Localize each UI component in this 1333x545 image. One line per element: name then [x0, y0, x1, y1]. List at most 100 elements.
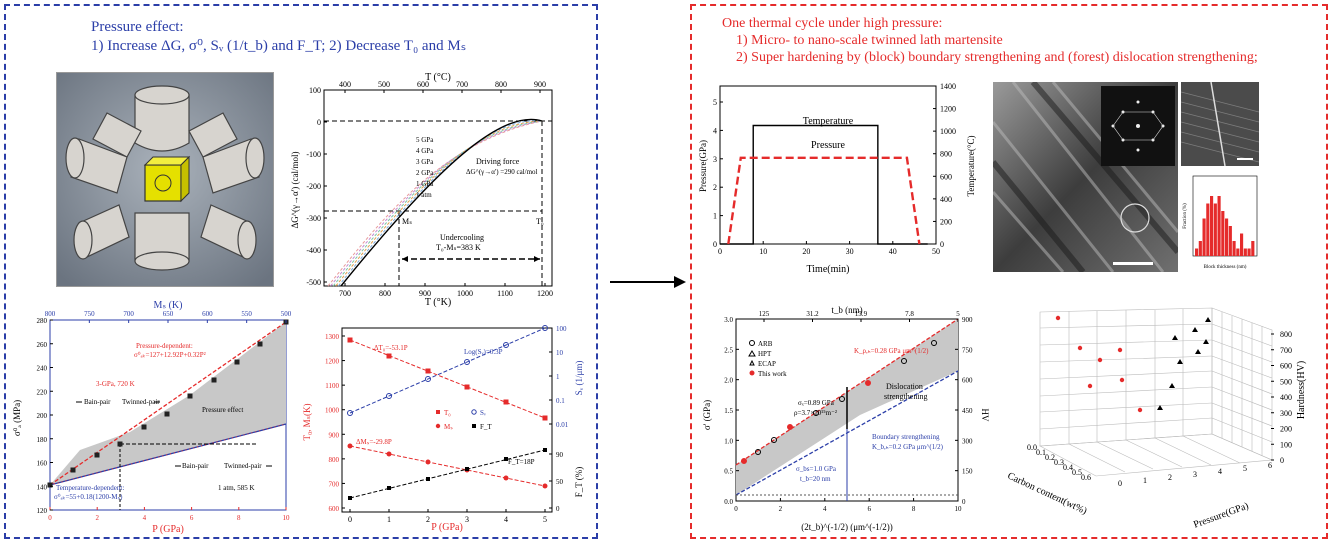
sigma-data-point	[94, 452, 100, 458]
cycle-y-tick-label: 4	[713, 126, 717, 135]
hv-point-this-work	[1055, 315, 1061, 321]
hv-point-this-work	[1087, 383, 1093, 389]
t0-right-axis-title: Sᵥ (1/μm)	[574, 361, 584, 396]
ms-fit-line	[349, 445, 546, 487]
dg-bottom-tick-label: 1100	[497, 289, 513, 298]
hist-bar	[1202, 218, 1206, 256]
hp-y-tick-label: 3.0	[724, 316, 733, 324]
hist-bar	[1240, 233, 1244, 256]
ft-point	[387, 486, 391, 490]
dg-arrow-right-icon	[534, 256, 540, 262]
hist-bar	[1206, 203, 1210, 256]
sv-point	[464, 359, 470, 365]
t0-point	[347, 337, 353, 343]
t0-ann-dms: ΔMₛ=-29.8P	[356, 438, 392, 446]
sigma-top-tick-label: 800	[45, 310, 56, 318]
hist-bar	[1232, 241, 1236, 256]
cycle-right-tick-label: 1200	[940, 105, 956, 114]
dg-y-tick-label: -500	[306, 278, 321, 287]
dg-series-label: 1 GPa	[416, 180, 434, 188]
t0-right-tick-label: 1	[556, 373, 560, 381]
hv-point-other	[1205, 317, 1211, 322]
hp-right-tick-label: 750	[962, 346, 973, 354]
sigma-y-tick-label: 240	[37, 365, 48, 373]
dg-bottom-tick-label: 700	[339, 289, 351, 298]
dg-top-tick-label: 900	[534, 80, 546, 89]
hp-right-tick-label: 0	[962, 498, 966, 506]
hp-y-tick-label: 1.5	[724, 407, 733, 415]
dg-bottom-tick-label: 800	[379, 289, 391, 298]
sigma-y-tick-label: 120	[37, 507, 48, 515]
hp-right-tick-label: 900	[962, 316, 973, 324]
hist-bar	[1198, 241, 1202, 256]
left-title-line2: 1) Increase ΔG, σ⁰, Sᵥ (1/t_b) and F_T; …	[91, 38, 467, 54]
hv-point-other	[1157, 405, 1163, 410]
hv-point-this-work	[1097, 357, 1103, 363]
hist-bar	[1247, 248, 1251, 256]
hv-y-tick-label: 0.3	[1054, 458, 1064, 467]
sigma-y-tick-label: 220	[37, 388, 48, 396]
t0-ann-ft: F_T=18P	[508, 458, 535, 466]
hp-data-point	[931, 340, 937, 346]
sigma-bottom-axis-title: P (GPa)	[152, 524, 184, 535]
cycle-x-tick-label: 50	[932, 247, 940, 256]
dg-curve-1	[330, 120, 543, 287]
dg-curve-0	[327, 120, 543, 287]
sigma-top-tick-label: 650	[163, 310, 174, 318]
dg-top-tick-label: 700	[456, 80, 468, 89]
hv-y-tick-label: 0.1	[1036, 448, 1046, 457]
t0-y-axis-title: T₀, Mₛ(K)	[302, 404, 312, 441]
t0-ms-sv-chart: P (GPa) T₀, Mₛ(K) Sᵥ (1/μm) F_T (%) 0 1 2 3…	[300, 318, 590, 533]
sigma-data-point	[47, 482, 53, 488]
t0-ann-dt0: ΔT₀=-53.1P	[374, 344, 408, 352]
hv-x-tick-label: 0	[1118, 479, 1122, 488]
hp-x-tick-label: 4	[823, 505, 827, 513]
ms-point	[542, 483, 548, 489]
cycle-right-tick-label: 400	[940, 195, 952, 204]
sigma-bottom-tick-label: 10	[283, 514, 291, 522]
sigma-bottom-tick-label: 0	[48, 514, 52, 522]
ms-point	[425, 459, 431, 465]
sigma-top-tick-label: 550	[241, 310, 252, 318]
cycle-right-tick-label: 800	[940, 150, 952, 159]
t0-y-tick-label: 1300	[325, 333, 340, 341]
cycle-y-tick-label: 1	[713, 212, 717, 221]
hv-point-this-work	[1077, 345, 1083, 351]
hist-bar	[1217, 196, 1221, 256]
hp-ann-sig4: t_b=20 nm	[800, 475, 831, 483]
hp-x-tick-label: 0	[734, 505, 738, 513]
dg-bottom-tick-label: 1000	[457, 289, 473, 298]
hp-data-point	[865, 380, 871, 386]
sigma-y-tick-label: 200	[37, 412, 48, 420]
t0-right2-tick-label: 50	[556, 478, 564, 486]
temperature-dependent-overlay	[49, 423, 287, 486]
sigma-y-tick-label: 160	[37, 460, 48, 468]
sigma-ann-effect: Pressure effect	[202, 406, 243, 414]
dg-top-tick-label: 500	[378, 80, 390, 89]
t0-right2-axis-title: F_T (%)	[574, 467, 584, 498]
sigma-data-point	[70, 467, 76, 473]
hp-right-tick-label: 150	[962, 468, 973, 476]
t0-legend-sv: Sᵥ	[480, 409, 487, 417]
t0-point	[503, 399, 509, 405]
t0-y-tick-label: 1200	[325, 358, 340, 366]
hp-x-tick-label: 10	[955, 505, 963, 513]
sigma-y-tick-label: 140	[37, 483, 48, 491]
dg-bottom-axis-title: T (°K)	[425, 297, 451, 308]
dg-top-axis-title: T (°C)	[425, 72, 451, 83]
hp-x-axis-title: (2t_b)^(-1/2) (μm^(-1/2))	[801, 522, 893, 532]
sigma-top-axis-title: Mₛ (K)	[153, 300, 182, 311]
hp-right-tick-label: 600	[962, 377, 973, 385]
cycle-label-temperature: Temperature	[803, 116, 854, 127]
t0-bottom-tick-label: 2	[426, 515, 430, 524]
sigma-ann-pressure-dep-2: σ⁰ₐₖ=127+12.92P+0.32P²	[134, 351, 206, 359]
hp-right-axis-title: HV	[980, 409, 990, 422]
sigma-ann-twinned-1: Twinned-pair	[122, 398, 160, 406]
sigma-ann-twinned-2: Twinned-pair	[224, 462, 262, 470]
dg-arrow-left-icon	[402, 256, 408, 262]
sigma-y-tick-label: 260	[37, 341, 48, 349]
hp-ann-sig3: σ_bs=1.0 GPa	[796, 465, 837, 473]
ft-point	[504, 457, 508, 461]
hv-z-tick-label: 700	[1280, 346, 1292, 355]
hv-x-tick-label: 1	[1143, 476, 1147, 485]
